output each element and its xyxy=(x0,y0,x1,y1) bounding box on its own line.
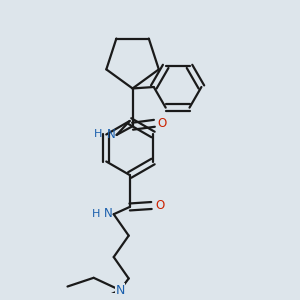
Text: O: O xyxy=(158,117,167,130)
Text: N: N xyxy=(106,128,115,141)
Text: H: H xyxy=(94,129,102,139)
Text: H: H xyxy=(92,208,100,219)
Text: N: N xyxy=(103,207,112,220)
Text: N: N xyxy=(115,284,125,297)
Text: O: O xyxy=(155,199,164,212)
